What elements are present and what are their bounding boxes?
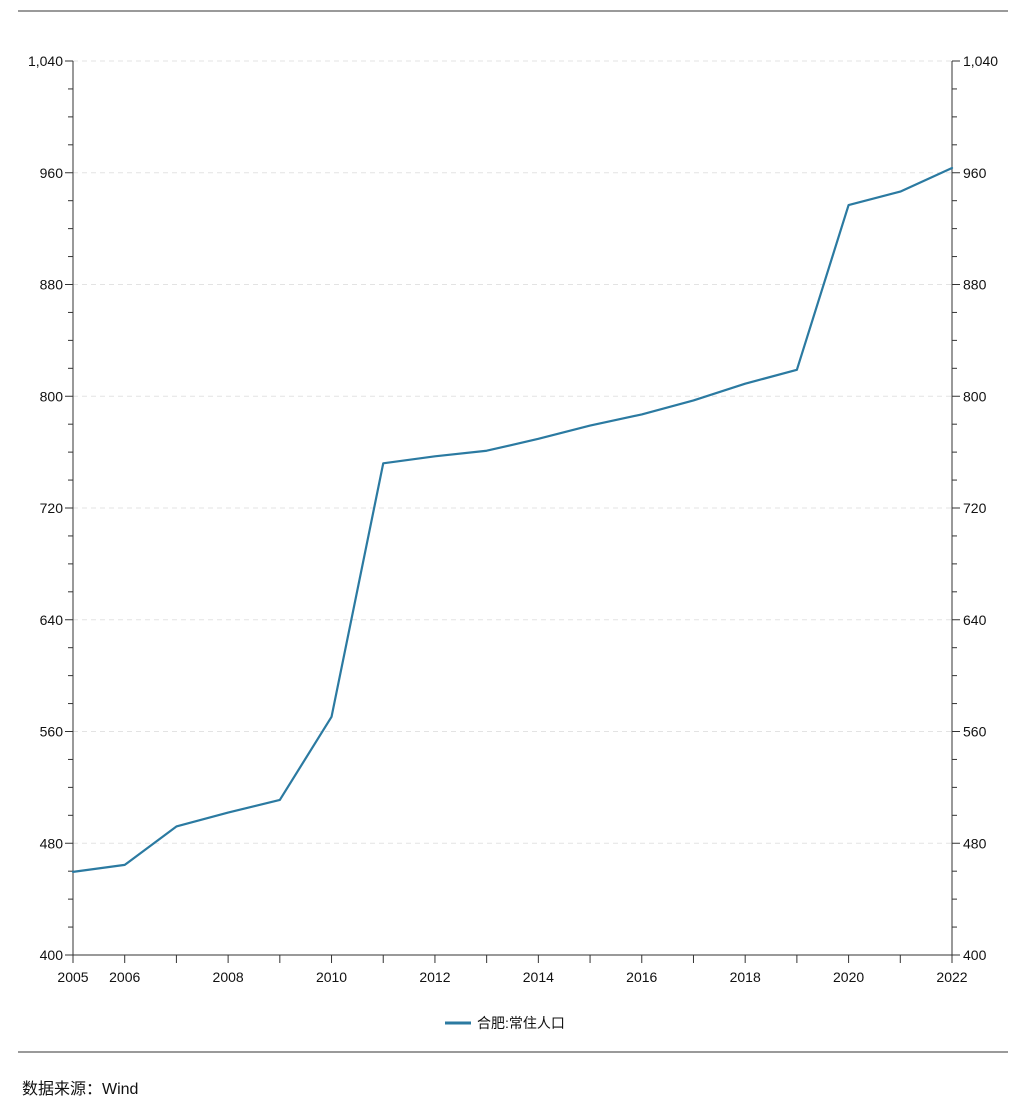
series-line	[71, 166, 954, 873]
y-tick-label-right: 1,040	[963, 53, 998, 69]
grid-lines	[73, 60, 952, 844]
x-tick-label: 2020	[833, 969, 864, 985]
x-tick-label: 2005	[57, 969, 88, 985]
y-axis-left: 400 480 560 640 720 800 880 960 1,040	[28, 53, 73, 963]
bottom-divider	[18, 1051, 1008, 1053]
legend-label: 合肥:常住人口	[477, 1015, 565, 1031]
y-tick-label-right: 640	[963, 612, 987, 628]
y-tick-label-left: 720	[40, 500, 64, 516]
x-tick-label: 2010	[316, 969, 347, 985]
x-tick-label: 2012	[419, 969, 450, 985]
y-tick-label-right: 800	[963, 388, 987, 404]
x-tick-label: 2016	[626, 969, 657, 985]
y-tick-label-right: 480	[963, 835, 987, 851]
y-tick-label-left: 400	[40, 947, 64, 963]
y-tick-label-right: 880	[963, 277, 987, 293]
y-axis-right: 400 480 560 640 720 800 880 960 1,040	[952, 53, 998, 963]
top-divider	[18, 10, 1008, 12]
y-tick-label-left: 960	[40, 165, 64, 181]
x-axis: 2005 2006 2008 2010 2012 2014 2016 2018 2020 2022	[57, 955, 968, 985]
y-tick-label-left: 1,040	[28, 53, 63, 69]
y-tick-label-right: 720	[963, 500, 987, 516]
y-tick-label-right: 560	[963, 724, 987, 740]
legend: 合肥:常住人口	[445, 1015, 565, 1031]
y-tick-label-left: 880	[40, 277, 64, 293]
y-tick-label-left: 640	[40, 612, 64, 628]
y-tick-label-left: 800	[40, 388, 64, 404]
series-group	[71, 166, 954, 873]
y-tick-label-right: 400	[963, 947, 987, 963]
data-source-note: 数据来源：Wind	[22, 1081, 139, 1098]
x-tick-label: 2006	[109, 969, 140, 985]
x-tick-label: 2022	[936, 969, 967, 985]
line-chart: 400 480 560 640 720 800 880 960 1,040 400 480 560 6…	[28, 53, 998, 1031]
y-tick-label-left: 560	[40, 724, 64, 740]
y-tick-label-left: 480	[40, 835, 64, 851]
y-tick-label-right: 960	[963, 165, 987, 181]
x-tick-label: 2018	[730, 969, 761, 985]
x-tick-label: 2014	[523, 969, 554, 985]
x-tick-label: 2008	[213, 969, 244, 985]
